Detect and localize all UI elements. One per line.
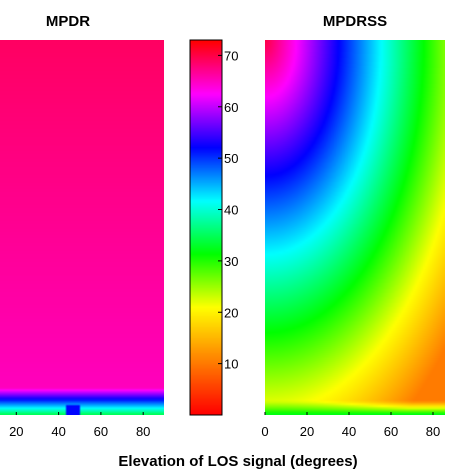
x-tick-label: 0 [261, 424, 268, 439]
mpdr-heatmap [0, 40, 164, 415]
x-tick-label: 80 [426, 424, 440, 439]
colorbar-ticks: 10 20 30 40 50 60 70 [218, 48, 238, 372]
colorbar [189, 39, 223, 416]
x-tick-label: 20 [300, 424, 314, 439]
mpdr-title: MPDR [46, 13, 90, 30]
mpdr-panel [0, 40, 164, 415]
colorbar-tick-label: 10 [224, 357, 238, 372]
colorbar-gradient [190, 40, 222, 415]
mpdrss-panel [265, 40, 445, 415]
x-tick-label: 60 [94, 424, 108, 439]
mpdr-x-ticks: 20 40 60 80 [9, 412, 150, 439]
x-axis-label: Elevation of LOS signal (degrees) [118, 453, 357, 470]
x-tick-label: 60 [384, 424, 398, 439]
colorbar-tick-label: 40 [224, 203, 238, 218]
colorbar-tick-label: 70 [224, 48, 238, 63]
colorbar-tick-label: 20 [224, 305, 238, 320]
x-tick-label: 40 [51, 424, 65, 439]
x-tick-label: 20 [9, 424, 23, 439]
colorbar-tick-label: 30 [224, 254, 238, 269]
mpdrss-title: MPDRSS [323, 13, 387, 30]
colorbar-frame [189, 39, 223, 416]
colorbar-tick-label: 60 [224, 100, 238, 115]
colorbar-tick-label: 50 [224, 151, 238, 166]
x-tick-label: 40 [342, 424, 356, 439]
mpdrss-heatmap [265, 40, 445, 415]
x-tick-label: 80 [136, 424, 150, 439]
mpdrss-x-ticks: 0 20 40 60 80 [261, 412, 440, 439]
